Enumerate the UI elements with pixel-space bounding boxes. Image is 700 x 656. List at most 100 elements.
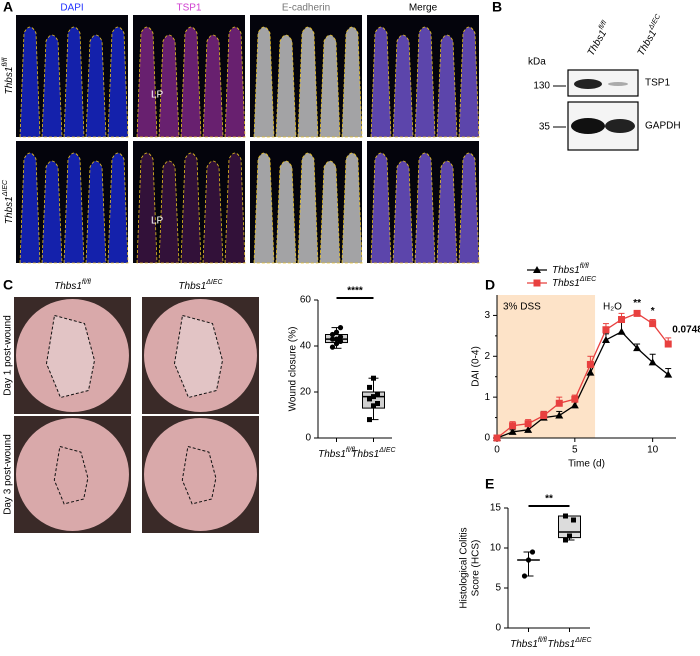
x-tick-label: 5 bbox=[572, 445, 578, 456]
marker bbox=[509, 422, 517, 430]
marker bbox=[648, 358, 657, 366]
crypt bbox=[342, 27, 362, 137]
significance-label: ** bbox=[545, 494, 553, 505]
crypt-outline bbox=[436, 34, 458, 138]
crypt bbox=[181, 153, 201, 263]
marker bbox=[570, 401, 579, 409]
crypt bbox=[137, 153, 157, 263]
crypt-outline bbox=[63, 152, 85, 264]
crypt bbox=[254, 153, 274, 263]
panel-letter: E bbox=[485, 476, 494, 492]
data-point bbox=[367, 396, 372, 402]
text-base: Thbs1 bbox=[178, 281, 206, 292]
panel-letter: C bbox=[3, 277, 13, 293]
crypt-outline bbox=[253, 26, 275, 138]
marker bbox=[586, 360, 594, 368]
crypt bbox=[20, 153, 40, 263]
data-point bbox=[375, 391, 380, 397]
y-tick-label: 1 bbox=[484, 392, 490, 403]
crypt-outline bbox=[341, 152, 363, 264]
data-point bbox=[337, 334, 344, 340]
crypt-outline bbox=[341, 26, 363, 138]
data-point bbox=[529, 549, 536, 555]
crypt bbox=[371, 27, 391, 137]
y-tick-label: 0 bbox=[484, 433, 490, 444]
data-point bbox=[563, 537, 568, 543]
marker bbox=[617, 327, 626, 335]
marker-label: 130 bbox=[533, 81, 550, 92]
endoscopy-field bbox=[144, 418, 257, 531]
crypt bbox=[320, 35, 340, 137]
marker bbox=[555, 399, 563, 407]
text-base: Thbs1 bbox=[318, 449, 346, 460]
panel-letter: A bbox=[3, 0, 13, 15]
text-base: Thbs1 bbox=[4, 67, 15, 95]
crypt bbox=[20, 27, 40, 137]
y-tick-label: 2 bbox=[484, 351, 490, 362]
data-point bbox=[337, 325, 344, 331]
data-point bbox=[367, 384, 372, 390]
crypt bbox=[64, 153, 84, 263]
crypt-outline bbox=[414, 26, 436, 138]
y-tick-label: 10 bbox=[490, 543, 502, 554]
legend-label: Thbs1fl/fl bbox=[552, 263, 589, 275]
column-label: Thbs1fl/fl bbox=[54, 279, 91, 291]
x-tick-label: 0 bbox=[494, 445, 500, 456]
data-point bbox=[563, 513, 568, 519]
y-axis-label: Score (HCS) bbox=[471, 540, 482, 597]
crypt-outline bbox=[414, 152, 436, 264]
text-base: Thbs1 bbox=[635, 28, 658, 58]
text-sup: ΔIEC bbox=[574, 637, 592, 644]
crypt-outline bbox=[158, 160, 180, 264]
marker bbox=[508, 427, 517, 435]
marker bbox=[571, 395, 579, 403]
crypt-outline bbox=[19, 152, 41, 264]
wound-outline bbox=[45, 314, 96, 399]
y-tick-label: 0 bbox=[305, 433, 311, 444]
crypt-outline bbox=[370, 26, 392, 138]
text-sup: ΔIEC bbox=[579, 276, 597, 283]
band bbox=[571, 118, 605, 134]
text-sup: fl/fl bbox=[598, 19, 609, 31]
marker-label: 35 bbox=[539, 122, 551, 133]
data-point bbox=[329, 336, 336, 342]
crypt bbox=[437, 161, 457, 263]
data-point bbox=[375, 401, 380, 406]
y-tick-label: 5 bbox=[495, 583, 501, 594]
after-label: H₂O bbox=[603, 302, 622, 313]
text-base: Thbs1 bbox=[552, 278, 580, 289]
band bbox=[605, 119, 635, 133]
crypt-outline bbox=[85, 34, 107, 138]
legend-marker bbox=[533, 279, 541, 287]
channel-label: Merge bbox=[409, 3, 438, 14]
annotation: 0.0748 bbox=[672, 325, 700, 336]
crypt-outline bbox=[107, 26, 129, 138]
crypt bbox=[276, 161, 296, 263]
crypt bbox=[137, 27, 157, 137]
marker bbox=[493, 434, 501, 442]
x-tick-label: Thbs1fl/fl bbox=[318, 447, 355, 459]
crypt-outline bbox=[458, 152, 480, 264]
text-base: Thbs1 bbox=[4, 196, 15, 224]
crypt bbox=[64, 27, 84, 137]
crypt bbox=[203, 161, 223, 263]
crypt-outline bbox=[253, 152, 275, 264]
kda-label: kDa bbox=[528, 57, 546, 68]
row-label: Day 1 post-wound bbox=[3, 315, 14, 396]
marker bbox=[618, 316, 626, 324]
text-sup: fl/fl bbox=[580, 263, 589, 270]
marker bbox=[555, 411, 564, 419]
crypt bbox=[415, 153, 435, 263]
lane-label: Thbs1ΔIEC bbox=[634, 13, 667, 58]
row-label: Day 3 post-wound bbox=[3, 434, 14, 515]
crypt bbox=[42, 161, 62, 263]
crypt bbox=[342, 153, 362, 263]
data-point bbox=[333, 341, 340, 347]
lp-label: LP bbox=[151, 216, 164, 227]
data-point bbox=[371, 403, 376, 409]
crypt bbox=[159, 35, 179, 137]
shade-label: 3% DSS bbox=[503, 302, 541, 313]
crypt-outline bbox=[224, 26, 246, 138]
band bbox=[574, 79, 602, 89]
crypt bbox=[298, 153, 318, 263]
